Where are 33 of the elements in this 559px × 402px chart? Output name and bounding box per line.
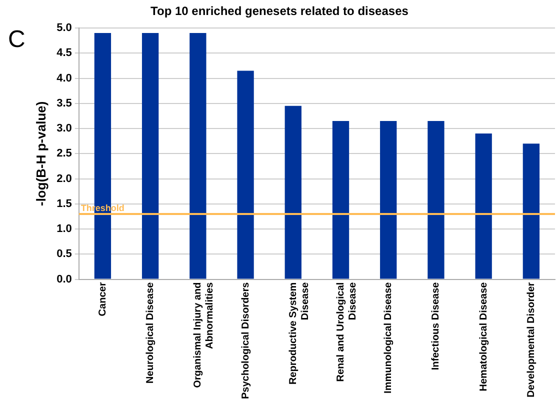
bar (284, 106, 302, 279)
chart-title: Top 10 enriched genesets related to diseases (150, 4, 410, 18)
y-tick-label: 2.0 (56, 172, 72, 185)
bar (237, 70, 254, 279)
y-tick-label: 5.0 (56, 22, 72, 34)
bar (428, 120, 444, 279)
x-tick-label: Renal and Urological Disease (336, 282, 358, 382)
y-axis-title: -log(B-H p-value) (33, 101, 48, 206)
y-tick-label: 0.5 (56, 248, 72, 260)
y-tick-label: 3.0 (56, 122, 72, 135)
x-tick-label: Cancer (97, 282, 108, 316)
bar (332, 120, 350, 279)
bar (142, 33, 159, 279)
bar (522, 144, 540, 279)
bar (380, 120, 397, 279)
bar (475, 134, 492, 279)
x-tick-label: Reproductive System Disease (288, 282, 311, 385)
y-tick-label: 4.0 (56, 72, 72, 84)
y-tick-label: 2.5 (56, 148, 72, 160)
y-tick-label: 3.5 (56, 97, 72, 110)
y-tick-label: 4.5 (56, 47, 72, 60)
x-tick-label: Hematological Disease (478, 282, 490, 392)
y-tick-label: 1.5 (56, 198, 72, 210)
text: C (8, 26, 26, 54)
x-tick-label: Psychological Disorders (240, 282, 252, 400)
x-tick-label: Neurological Disease (145, 282, 156, 384)
x-tick-label: Infectious Disease (430, 282, 442, 370)
x-tick-label: Immunological Disease (383, 282, 394, 394)
y-tick-label: 0.0 (56, 273, 72, 286)
x-tick-label: Developmental Disorder (526, 282, 537, 398)
x-tick-label: Organismal Injury and Abnormalities (192, 282, 216, 388)
y-tick-label: 1.0 (56, 223, 72, 236)
bar (190, 33, 206, 279)
